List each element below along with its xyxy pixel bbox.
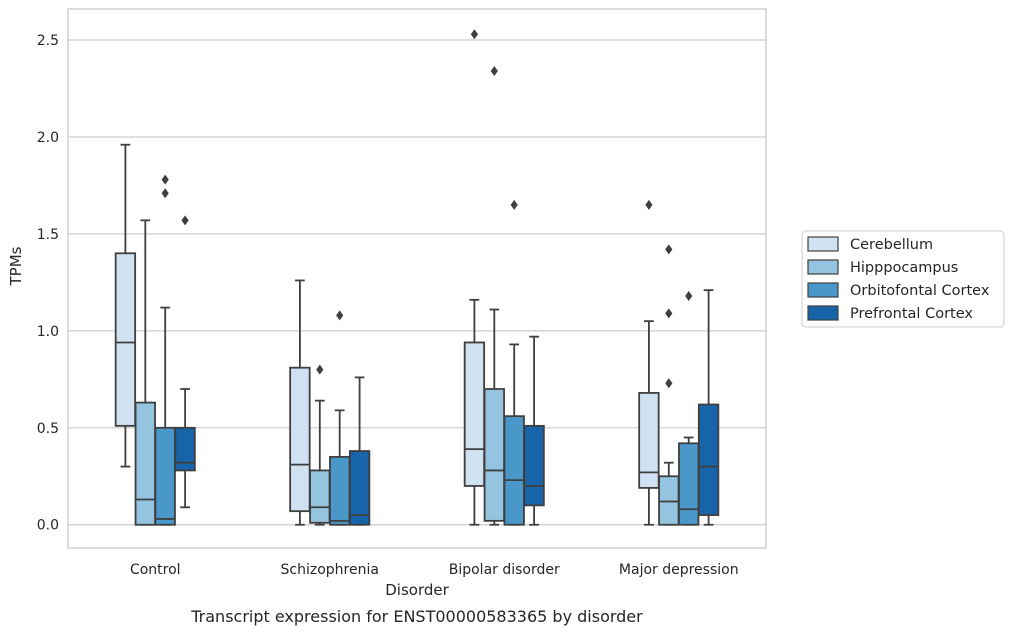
box-3-3: [697, 289, 720, 526]
box-1-3: [348, 376, 371, 526]
x-axis-label: Disorder: [385, 581, 449, 599]
outlier-point: [470, 29, 479, 40]
x-tick-label: Control: [130, 562, 181, 578]
outlier-point: [336, 310, 344, 321]
box-0-2: [154, 174, 176, 526]
outlier-point: [665, 378, 673, 389]
outlier-point: [181, 215, 189, 226]
x-tick-labels: Control Schizophrenia Bipolar disorder Majo…: [130, 562, 739, 578]
box-iqr: [658, 475, 680, 526]
legend-entry-label: Orbitofontal Cortex: [850, 283, 990, 299]
box-iqr: [638, 391, 660, 489]
box-iqr: [697, 403, 720, 516]
legend: Cerebellum Hipppocampus Orbitofontal Corte…: [801, 230, 1005, 328]
box-iqr: [174, 426, 196, 472]
box-1-2: [329, 310, 351, 526]
y-tick-label: 1.5: [37, 227, 59, 243]
box-iqr: [483, 388, 505, 522]
outlier-point: [665, 244, 673, 255]
box-iqr: [463, 341, 486, 487]
x-tick-label: Schizophrenia: [281, 562, 379, 578]
legend-entry-label: Cerebellum: [850, 237, 933, 253]
outlier-point: [490, 66, 498, 77]
y-tick-label: 0.0: [37, 518, 59, 534]
box-0-3: [174, 215, 196, 509]
legend-swatch: [807, 236, 839, 252]
box-1-0: [289, 279, 311, 526]
x-tick-label: Major depression: [619, 562, 739, 578]
box-2-3: [523, 335, 545, 526]
outlier-point: [645, 199, 653, 210]
box-3-2: [678, 290, 700, 526]
legend-frame: [801, 230, 1005, 328]
box-iqr: [678, 442, 700, 526]
y-axis-label: TPMs: [7, 246, 25, 286]
box-iqr: [309, 469, 331, 524]
chart-caption: Transcript expression for ENST0000058336…: [190, 607, 643, 626]
outlier-point: [161, 174, 169, 185]
box-iqr: [154, 426, 176, 526]
outlier-point: [510, 199, 518, 210]
x-tick-label: Bipolar disorder: [449, 562, 560, 578]
boxes-layer: [114, 29, 720, 526]
legend-swatch: [807, 259, 839, 275]
box-iqr: [114, 252, 137, 427]
y-tick-labels: 0.0 0.5 1.0 1.5 2.0 2.5: [37, 33, 59, 534]
box-iqr: [289, 366, 311, 513]
y-tick-label: 2.5: [37, 33, 59, 49]
box-iqr: [503, 415, 525, 526]
y-tick-label: 0.5: [37, 421, 59, 437]
legend-swatch: [807, 282, 839, 298]
y-tick-label: 2.0: [37, 130, 59, 146]
y-tick-label: 1.0: [37, 324, 59, 340]
box-3-0: [638, 199, 660, 526]
box-iqr: [329, 455, 351, 526]
legend-swatch: [807, 305, 839, 321]
box-2-2: [503, 199, 525, 526]
legend-entry-label: Prefrontal Cortex: [850, 306, 973, 322]
outlier-point: [316, 364, 324, 375]
box-0-0: [114, 143, 137, 468]
legend-entry-label: Hipppocampus: [850, 260, 958, 276]
box-iqr: [523, 424, 545, 507]
outlier-point: [685, 290, 693, 301]
box-iqr: [134, 401, 156, 526]
outlier-point: [161, 188, 169, 199]
outlier-point: [665, 308, 673, 319]
plot-frame: [67, 8, 767, 549]
box-iqr: [348, 450, 371, 526]
